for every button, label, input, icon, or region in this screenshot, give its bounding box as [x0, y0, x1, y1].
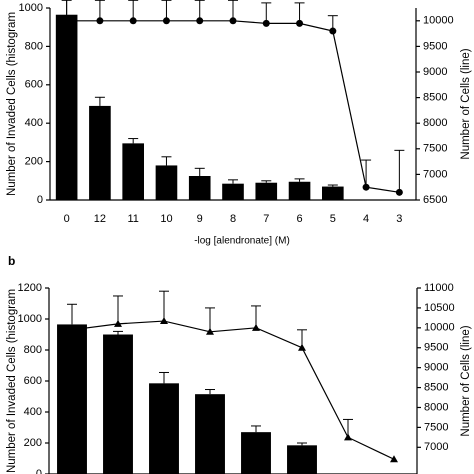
- y2-tick-label: 7500: [423, 143, 447, 155]
- y-axis-title: Number of Invaded Cells (histogram: [6, 289, 18, 473]
- bar: [322, 186, 344, 200]
- marker: [329, 27, 337, 35]
- bar: [222, 183, 244, 200]
- y2-tick-label: 6500: [423, 194, 447, 206]
- bar: [195, 394, 225, 474]
- bar: [155, 165, 178, 200]
- bar: [89, 105, 111, 200]
- y-tick-label: 400: [25, 117, 43, 129]
- y2-tick-label: 10000: [424, 322, 455, 334]
- y-tick-label: 200: [25, 156, 43, 168]
- y2-tick-label: 8000: [424, 401, 448, 413]
- y-tick-label: 0: [37, 194, 43, 206]
- y2-tick-label: 7000: [424, 441, 448, 453]
- marker: [362, 183, 370, 191]
- y-tick-label: 0: [36, 468, 42, 474]
- y-tick-label: 600: [24, 375, 42, 387]
- marker: [129, 17, 137, 25]
- x-axis-title: -log [alendronate] (M): [194, 236, 290, 247]
- y2-tick-label: 9000: [424, 362, 448, 374]
- x-tick-label: 5: [330, 213, 336, 225]
- bar: [255, 182, 278, 200]
- line: [71, 320, 395, 460]
- y-tick-label: 800: [24, 344, 42, 356]
- marker: [344, 433, 352, 441]
- bar: [57, 324, 87, 474]
- bar: [55, 14, 78, 200]
- marker: [206, 327, 214, 335]
- x-tick-label: 7: [263, 213, 269, 225]
- bar: [287, 445, 317, 474]
- y-tick-label: 200: [24, 437, 42, 449]
- line: [66, 20, 400, 193]
- marker: [252, 323, 260, 331]
- y-tick-label: 1000: [18, 313, 42, 325]
- y2-axis-title: Number of Cells (line): [460, 325, 472, 436]
- y2-tick-label: 7500: [424, 421, 448, 433]
- bar: [122, 143, 144, 200]
- y2-tick-label: 10000: [423, 15, 454, 27]
- y-tick-label: 1200: [18, 282, 42, 294]
- y-tick-label: 600: [25, 79, 43, 91]
- panel-label: b: [8, 254, 15, 268]
- marker: [196, 17, 204, 25]
- marker: [63, 17, 71, 25]
- y2-tick-label: 9000: [423, 66, 447, 78]
- bar: [188, 176, 211, 200]
- y2-tick-label: 9500: [424, 342, 448, 354]
- x-tick-label: 11: [127, 213, 138, 225]
- y2-tick-label: 10500: [424, 302, 455, 314]
- y2-tick-label: 11000: [424, 282, 454, 294]
- x-tick-label: 8: [230, 213, 236, 225]
- x-tick-label: 3: [396, 213, 402, 225]
- marker: [162, 17, 170, 25]
- x-tick-label: 4: [363, 213, 369, 225]
- bar: [241, 432, 271, 474]
- y-tick-label: 400: [24, 406, 42, 418]
- marker: [395, 188, 403, 196]
- marker: [229, 17, 237, 25]
- marker: [96, 17, 104, 25]
- y-tick-label: 1000: [19, 2, 43, 14]
- y2-tick-label: 7000: [423, 168, 447, 180]
- y-tick-label: 800: [25, 40, 43, 52]
- y2-tick-label: 8500: [423, 92, 447, 104]
- marker: [160, 317, 168, 325]
- y2-axis-title: Number of Cells (line): [460, 48, 472, 159]
- marker: [262, 19, 270, 27]
- x-tick-label: 0: [64, 213, 70, 225]
- y2-tick-label: 8500: [424, 381, 448, 393]
- x-tick-label: 12: [94, 213, 106, 225]
- x-tick-label: 9: [197, 213, 203, 225]
- x-tick-label: 10: [160, 213, 172, 225]
- bar: [149, 383, 179, 474]
- marker: [390, 455, 398, 463]
- x-tick-label: 6: [296, 213, 302, 225]
- bar: [288, 181, 311, 200]
- marker: [114, 319, 122, 327]
- marker: [68, 325, 76, 333]
- y2-tick-label: 8000: [423, 117, 447, 129]
- y-axis-title: Number of Invaded Cells (histogram: [6, 12, 18, 196]
- marker: [296, 19, 304, 27]
- marker: [298, 343, 306, 351]
- y2-tick-label: 9500: [423, 40, 447, 52]
- bar: [103, 334, 133, 474]
